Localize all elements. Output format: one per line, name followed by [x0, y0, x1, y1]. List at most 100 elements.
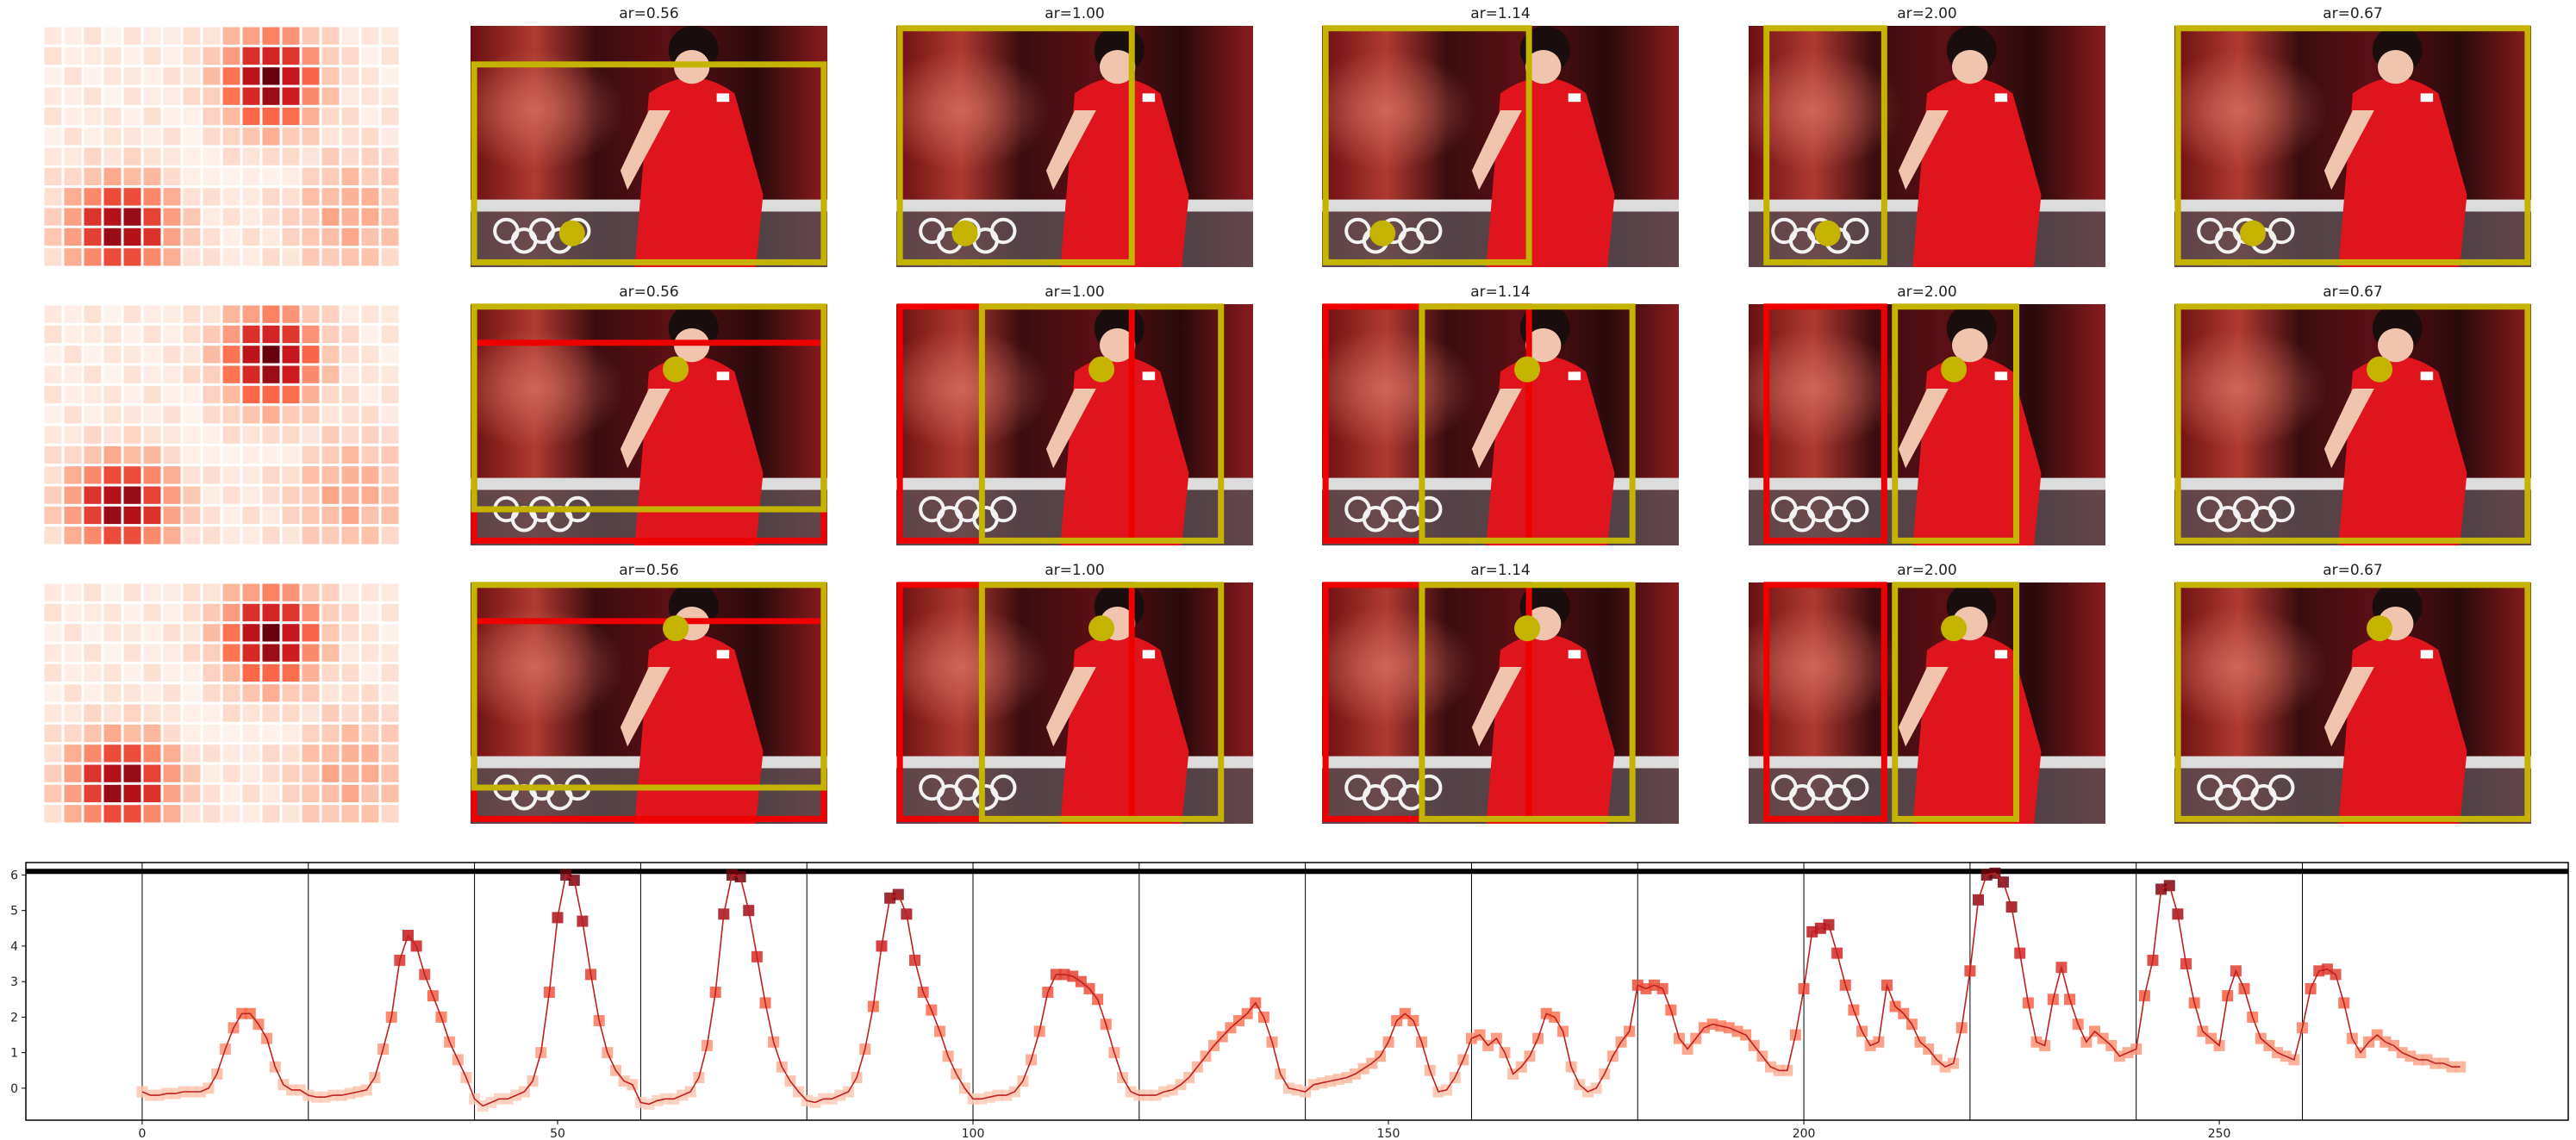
heatmap-cell: [64, 47, 82, 65]
heatmap-cell: [361, 67, 379, 85]
crop-panel: ar=0.67: [2174, 5, 2531, 267]
heatmap-cell: [302, 305, 320, 323]
heatmap-cell: [262, 426, 280, 444]
crop-box-yellow: [1892, 582, 2019, 822]
heatmap-cell: [103, 248, 122, 266]
heatmap-cell: [163, 346, 181, 364]
heatmap-cell: [203, 445, 221, 464]
heatmap-cell: [163, 107, 181, 126]
heatmap-cell: [123, 107, 141, 126]
heatmap-cell: [361, 704, 379, 722]
heatmap-cell: [361, 583, 379, 601]
heatmap-cell: [381, 704, 399, 722]
heatmap-cell: [381, 406, 399, 424]
heatmap-cell: [262, 27, 280, 45]
heatmap-cell: [163, 305, 181, 323]
heatmap-cell: [123, 365, 141, 383]
heatmap-cell: [341, 486, 359, 504]
frame-grid: ar=0.56 ar=1.00 ar=1.14 ar=2.00 ar=0.67 ar=0.…: [44, 5, 2531, 824]
heatmap-cell: [361, 406, 379, 424]
heatmap-cell: [84, 663, 102, 682]
heatmap-cell: [262, 684, 280, 702]
plot-frame: [25, 862, 2569, 1121]
heatmap-cell: [282, 67, 300, 85]
heatmap-cell: [282, 208, 300, 226]
heatmap-cell: [282, 325, 300, 344]
heatmap-cell: [341, 128, 359, 146]
heatmap-cell: [143, 445, 161, 464]
heatmap-cell: [103, 67, 122, 85]
heatmap-cell: [64, 188, 82, 206]
heatmap-cell: [203, 644, 221, 662]
heatmap-cell: [282, 167, 300, 186]
heatmap-cell: [242, 644, 260, 662]
heatmap-cell: [84, 248, 102, 266]
heatmap-cell: [84, 27, 102, 45]
heatmap-cell: [282, 644, 300, 662]
heatmap-cell: [203, 325, 221, 344]
heatmap-cell: [123, 67, 141, 85]
heatmap-cell: [222, 704, 240, 722]
heatmap-cell: [123, 128, 141, 146]
heatmap-cell: [282, 346, 300, 364]
heatmap-cell: [183, 784, 201, 803]
heatmap-cell: [321, 426, 340, 444]
heatmap-cell: [103, 583, 122, 601]
heatmap-cell: [163, 406, 181, 424]
heatmap-cell: [302, 466, 320, 484]
crop-box-yellow: [1419, 303, 1636, 544]
panel-title: ar=0.67: [2323, 562, 2383, 579]
heatmap-cell: [242, 663, 260, 682]
heatmap-cell: [321, 724, 340, 743]
heatmap-cell: [103, 724, 122, 743]
x-tick-label: 200: [1793, 1127, 1816, 1140]
heatmap-cell: [242, 87, 260, 105]
heatmap-cell: [262, 583, 280, 601]
heatmap-cell: [103, 325, 122, 344]
heatmap-cell: [302, 805, 320, 823]
heatmap-cell: [183, 47, 201, 65]
heatmap-cell: [381, 385, 399, 404]
heatmap-cell: [64, 644, 82, 662]
heatmap-cell: [361, 506, 379, 525]
heatmap-cell: [103, 128, 122, 146]
heatmap-cell: [123, 325, 141, 344]
heatmap-cell: [321, 147, 340, 165]
heatmap-cell: [341, 208, 359, 226]
heatmap-cell: [84, 466, 102, 484]
attention-heatmap: [44, 583, 399, 823]
heatmap-cell: [361, 526, 379, 545]
heatmap-cell: [203, 506, 221, 525]
heatmap-cell: [341, 188, 359, 206]
heatmap-cell: [103, 426, 122, 444]
heatmap-cell: [341, 167, 359, 186]
heatmap-cell: [222, 47, 240, 65]
heatmap-cell: [302, 663, 320, 682]
heatmap-cell: [302, 227, 320, 246]
heatmap-cell: [84, 426, 102, 444]
heatmap-cell: [242, 583, 260, 601]
heatmap-cell: [222, 426, 240, 444]
heatmap-cell: [381, 644, 399, 662]
heatmap-cell: [183, 506, 201, 525]
heatmap-cell: [44, 188, 62, 206]
heatmap-cell: [143, 526, 161, 545]
heatmap-cell: [321, 583, 340, 601]
heatmap-cell: [84, 346, 102, 364]
heatmap-cell: [64, 784, 82, 803]
heatmap-cell: [262, 784, 280, 803]
heatmap-cell: [242, 684, 260, 702]
heatmap-cell: [321, 603, 340, 622]
heatmap-cell: [341, 684, 359, 702]
heatmap-cell: [282, 784, 300, 803]
heatmap-cell: [361, 385, 379, 404]
heatmap-cell: [44, 466, 62, 484]
heatmap-cell: [143, 583, 161, 601]
heatmap-cell: [302, 188, 320, 206]
heatmap-cell: [103, 107, 122, 126]
heatmap-cell: [123, 426, 141, 444]
heatmap-cell: [183, 325, 201, 344]
heatmap-cell: [203, 27, 221, 45]
heatmap-cell: [44, 426, 62, 444]
heatmap-cell: [361, 805, 379, 823]
